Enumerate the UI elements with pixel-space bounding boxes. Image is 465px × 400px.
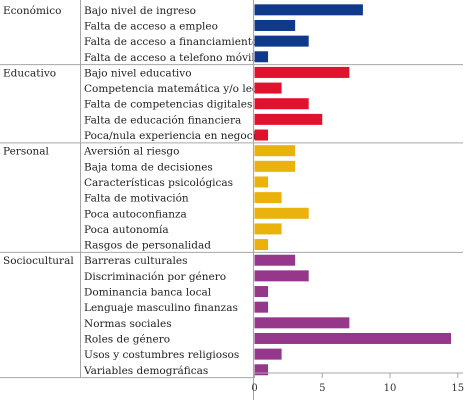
bar	[254, 254, 296, 266]
category-label: Bajo nivel de ingreso	[84, 5, 196, 17]
category-label: Falta de acceso a empleo	[84, 20, 218, 32]
bar	[254, 129, 269, 141]
bar	[254, 332, 451, 344]
bar	[254, 19, 296, 31]
bar	[254, 270, 309, 282]
bar	[254, 4, 363, 16]
bar	[254, 160, 296, 172]
category-label: Aversión al riesgo	[83, 146, 179, 158]
bar	[254, 364, 269, 376]
bar	[254, 66, 350, 78]
group-label: Personal	[3, 146, 50, 158]
bar	[254, 239, 269, 251]
x-tick-label: 5	[319, 383, 325, 394]
category-label: Poca autonomía	[84, 224, 169, 236]
category-label: Falta de acceso a financiamiento	[84, 36, 258, 48]
group-label: Educativo	[3, 67, 56, 79]
category-label: Características psicológicas	[84, 177, 233, 189]
bar	[254, 286, 269, 298]
category-label: Rasgos de personalidad	[84, 240, 211, 252]
bar	[254, 113, 323, 125]
group-label: Sociocultural	[3, 255, 74, 267]
x-tick-label: 15	[451, 383, 464, 394]
category-label: Usos y costumbres religiosos	[84, 349, 239, 361]
bar	[254, 51, 269, 63]
bar	[254, 176, 269, 188]
x-tick-label: 10	[384, 383, 397, 394]
bar	[254, 192, 282, 204]
category-label: Bajo nivel educativo	[84, 67, 192, 79]
group-label: Económico	[3, 5, 61, 17]
bar	[254, 98, 309, 110]
bar	[254, 223, 282, 235]
bar	[254, 145, 296, 157]
category-label: Falta de competencias digitales	[84, 99, 252, 111]
bar	[254, 207, 309, 219]
category-label: Dominancia banca local	[84, 287, 212, 299]
category-label: Discriminación por género	[84, 271, 226, 283]
category-label: Poca autoconfianza	[84, 208, 187, 220]
category-label: Falta de acceso a telefono móvil	[84, 52, 255, 64]
category-label: Poca/nula experiencia en negocios	[84, 130, 268, 142]
category-label: Competencia matemática y/o lectora	[84, 83, 280, 95]
category-label: Normas sociales	[84, 318, 172, 330]
category-label: Roles de género	[84, 333, 170, 345]
bar	[254, 317, 350, 329]
category-label: Variables demográficas	[83, 365, 208, 377]
category-label: Barreras culturales	[84, 255, 187, 267]
bar	[254, 82, 282, 94]
bar	[254, 35, 309, 47]
category-label: Baja toma de decisiones	[84, 161, 213, 173]
category-label: Falta de motivación	[84, 193, 189, 205]
category-label: Lenguaje masculino finanzas	[84, 302, 238, 314]
bar	[254, 301, 269, 313]
category-label: Falta de educación financiera	[84, 114, 241, 126]
bar	[254, 348, 282, 360]
x-tick-label: 0	[251, 383, 257, 394]
